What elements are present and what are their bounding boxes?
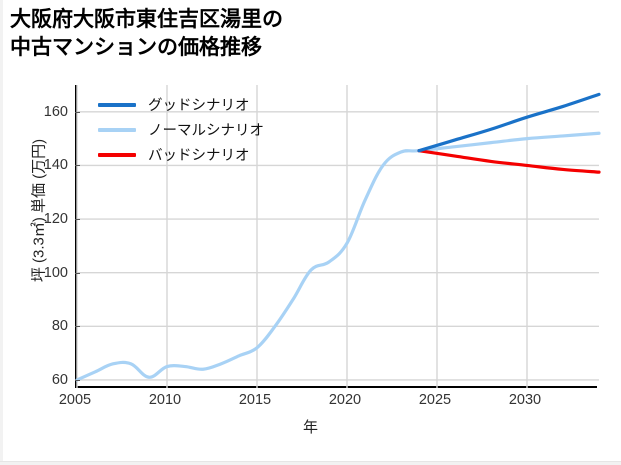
chart-legend: グッドシナリオ ノーマルシナリオ バッドシナリオ — [98, 92, 328, 167]
series-line — [417, 92, 601, 153]
series-line — [75, 131, 601, 382]
x-tick-label: 2005 — [58, 392, 92, 408]
legend-item[interactable]: バッドシナリオ — [98, 142, 328, 167]
y-tick-label: 60 — [51, 371, 68, 388]
legend-color-swatch — [98, 127, 136, 132]
plot-area — [75, 85, 601, 388]
y-tick-label: 100 — [43, 264, 68, 281]
y-tick-label: 140 — [43, 157, 68, 174]
grid-lines — [76, 85, 599, 388]
x-tick-label: 2020 — [328, 392, 362, 408]
legend-label: グッドシナリオ — [148, 98, 250, 114]
page-bottom-rule — [0, 461, 621, 465]
chart-title: 大阪府大阪市東住吉区湯里の 中古マンションの価格推移 — [10, 8, 283, 59]
legend-color-swatch — [98, 102, 136, 107]
y-tick-label: 120 — [43, 211, 68, 228]
series-line — [417, 149, 601, 174]
y-axis-tick-labels: 60 80 100 120 140 160 — [4, 85, 68, 388]
y-tick-mark — [75, 379, 80, 381]
y-tick-mark — [75, 326, 80, 328]
x-axis-title: 年 — [302, 419, 318, 436]
y-tick-mark — [75, 272, 80, 274]
legend-item[interactable]: グッドシナリオ — [98, 92, 328, 117]
y-tick-mark — [75, 111, 80, 113]
x-axis-tick-labels: 2005 2010 2015 2020 2025 2030 — [59, 390, 597, 416]
x-tick-label: 2015 — [238, 392, 272, 408]
y-tick-label: 160 — [43, 103, 68, 120]
legend-color-swatch — [98, 152, 136, 157]
legend-item[interactable]: ノーマルシナリオ — [98, 117, 328, 142]
x-tick-label: 2030 — [508, 392, 542, 408]
y-axis-title: 坪 (3.3㎡) 単価 (万円) — [30, 138, 48, 283]
legend-label: ノーマルシナリオ — [148, 123, 264, 139]
data-series — [75, 92, 601, 382]
y-tick-mark — [75, 165, 80, 167]
x-tick-label: 2010 — [148, 392, 182, 408]
y-tick-mark — [75, 219, 80, 221]
x-tick-label: 2025 — [418, 392, 452, 408]
page-left-rule — [0, 0, 3, 465]
y-tick-label: 80 — [51, 318, 68, 335]
legend-label: バッドシナリオ — [148, 148, 250, 164]
